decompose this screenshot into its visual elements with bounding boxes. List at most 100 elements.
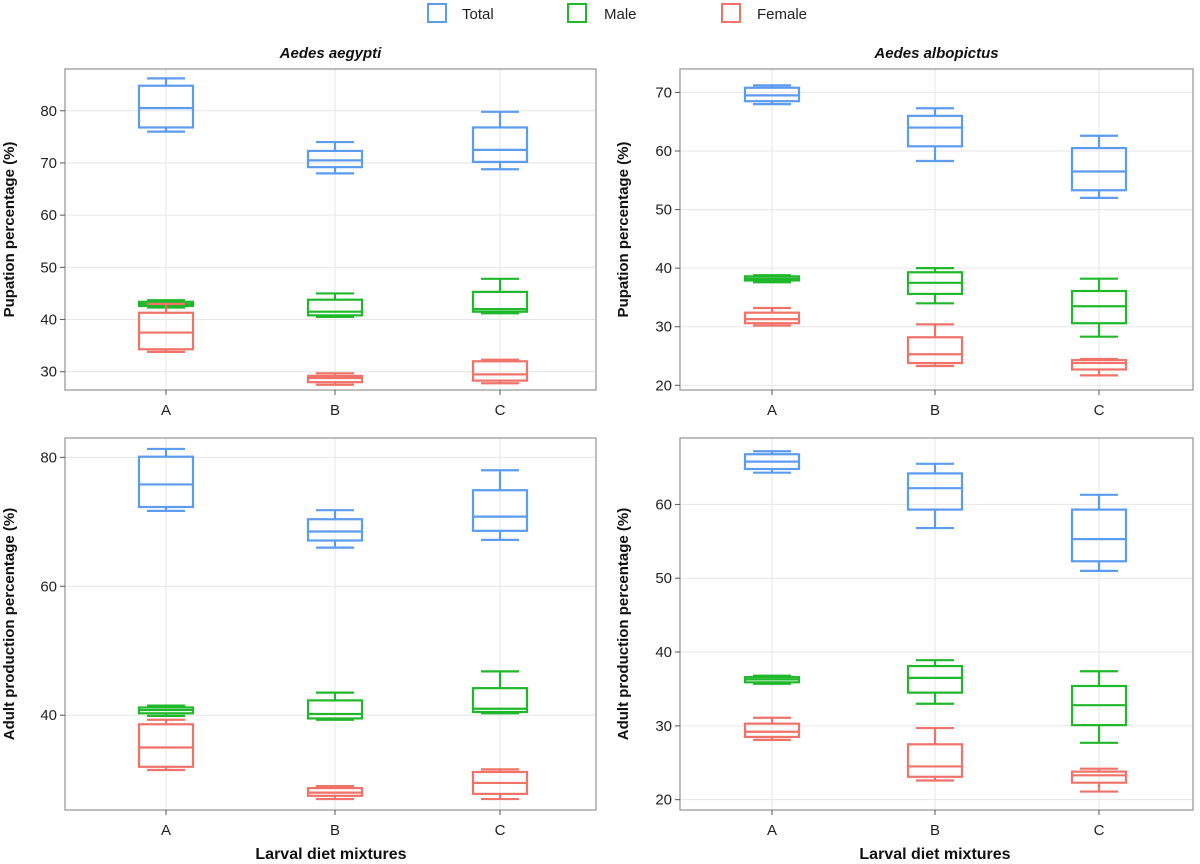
x-tick-label-c: C [495, 402, 506, 419]
box-male-c [1070, 277, 1128, 338]
box-iqr [471, 489, 529, 532]
box-female-b [906, 323, 964, 368]
panel-4: 20 30 40 50 60 A B C Adult production percentage… [615, 437, 1194, 839]
legend-swatch-female [721, 3, 741, 23]
box-iqr [743, 722, 801, 739]
x-tick-label-b: B [330, 402, 340, 419]
box-iqr [306, 298, 364, 317]
panel-1: 30 40 50 60 70 80 A B C Aedes aegypti Pupation per… [1, 45, 597, 419]
legend-label-female: Female [757, 6, 807, 23]
box-iqr [471, 290, 529, 313]
box-iqr [137, 84, 195, 129]
y-tick-label: 40 [40, 312, 57, 329]
y-tick-label: 50 [40, 259, 57, 276]
box-iqr [1070, 770, 1128, 784]
box-iqr [471, 126, 529, 164]
x-tick-label-a: A [767, 822, 777, 839]
y-tick-label: 40 [655, 260, 672, 277]
box-iqr [1070, 359, 1128, 371]
x-tick-label-c: C [1094, 822, 1105, 839]
y-tick-label: 50 [655, 570, 672, 587]
box-iqr [906, 472, 964, 511]
box-iqr [906, 743, 964, 778]
y-tick-label: 40 [655, 644, 672, 661]
panels: 30 40 50 60 70 80 A B C Aedes aegypti Pupation per… [1, 45, 1194, 839]
legend-label-total: Total [462, 6, 494, 23]
panel-title: Aedes albopictus [873, 45, 998, 62]
box-female-c [471, 768, 529, 801]
y-tick-label: 60 [40, 578, 57, 595]
box-female-a [743, 716, 801, 741]
y-axis-title: Adult production percentage (%) [1, 508, 18, 741]
box-female-a [137, 718, 195, 772]
box-male-b [906, 267, 964, 305]
y-tick-label: 60 [655, 143, 672, 160]
panel-frame [679, 68, 1194, 391]
box-female-a [743, 306, 801, 327]
box-female-a [137, 302, 195, 353]
box-iqr [1070, 508, 1128, 563]
panel-3: 40 60 80 A B C Adult production percentage (%) [1, 437, 597, 839]
y-tick-label: 20 [655, 377, 672, 394]
panel-frame [679, 437, 1194, 811]
box-iqr [471, 360, 529, 382]
box-male-c [1070, 670, 1128, 744]
box-male-b [306, 691, 364, 721]
x-tick-label-b: B [930, 402, 940, 419]
box-total-b [306, 140, 364, 175]
x-axis-title-left: Larval diet mixtures [255, 846, 406, 863]
box-iqr [306, 518, 364, 542]
panel-frame [64, 68, 597, 391]
y-tick-label: 30 [40, 364, 57, 381]
y-tick-label: 60 [40, 207, 57, 224]
y-tick-label: 30 [655, 319, 672, 336]
box-female-c [1070, 767, 1128, 793]
x-tick-label-b: B [930, 822, 940, 839]
box-total-c [1070, 493, 1128, 572]
box-iqr [137, 723, 195, 768]
y-tick-label: 50 [655, 202, 672, 219]
box-female-b [306, 372, 364, 386]
box-total-c [1070, 134, 1128, 199]
panel-2: 20 30 40 50 60 70 A B C Aedes albopictus Pupation … [615, 45, 1194, 419]
y-tick-label: 70 [655, 84, 672, 101]
box-female-b [306, 785, 364, 801]
box-male-a [743, 674, 801, 685]
y-axis-title: Pupation percentage (%) [615, 142, 632, 318]
box-iqr [306, 699, 364, 720]
box-iqr [137, 311, 195, 351]
box-female-b [906, 726, 964, 782]
box-male-b [306, 292, 364, 319]
y-tick-label: 40 [40, 707, 57, 724]
box-total-a [137, 447, 195, 512]
box-male-c [471, 670, 529, 715]
y-tick-label: 30 [655, 718, 672, 735]
box-iqr [743, 311, 801, 325]
x-tick-label-b: B [330, 822, 340, 839]
box-female-c [1070, 357, 1128, 377]
x-tick-label-a: A [767, 402, 777, 419]
y-axis-title: Adult production percentage (%) [615, 508, 632, 741]
y-tick-label: 20 [655, 792, 672, 809]
box-total-c [471, 110, 529, 171]
box-iqr [906, 114, 964, 148]
panel-title: Aedes aegypti [279, 45, 383, 62]
box-iqr [906, 664, 964, 694]
x-axis-title-right: Larval diet mixtures [859, 846, 1010, 863]
legend-swatch-male [567, 3, 587, 23]
box-total-b [906, 107, 964, 163]
legend-label-male: Male [604, 6, 637, 23]
legend-swatch-total [427, 3, 447, 23]
box-total-b [306, 509, 364, 549]
box-iqr [137, 455, 195, 509]
box-iqr [471, 687, 529, 714]
box-male-b [906, 659, 964, 705]
box-total-a [743, 450, 801, 474]
box-total-a [137, 77, 195, 133]
y-tick-label: 80 [40, 449, 57, 466]
box-male-a [743, 274, 801, 284]
box-total-c [471, 469, 529, 541]
box-iqr [906, 336, 964, 365]
box-male-c [471, 277, 529, 315]
